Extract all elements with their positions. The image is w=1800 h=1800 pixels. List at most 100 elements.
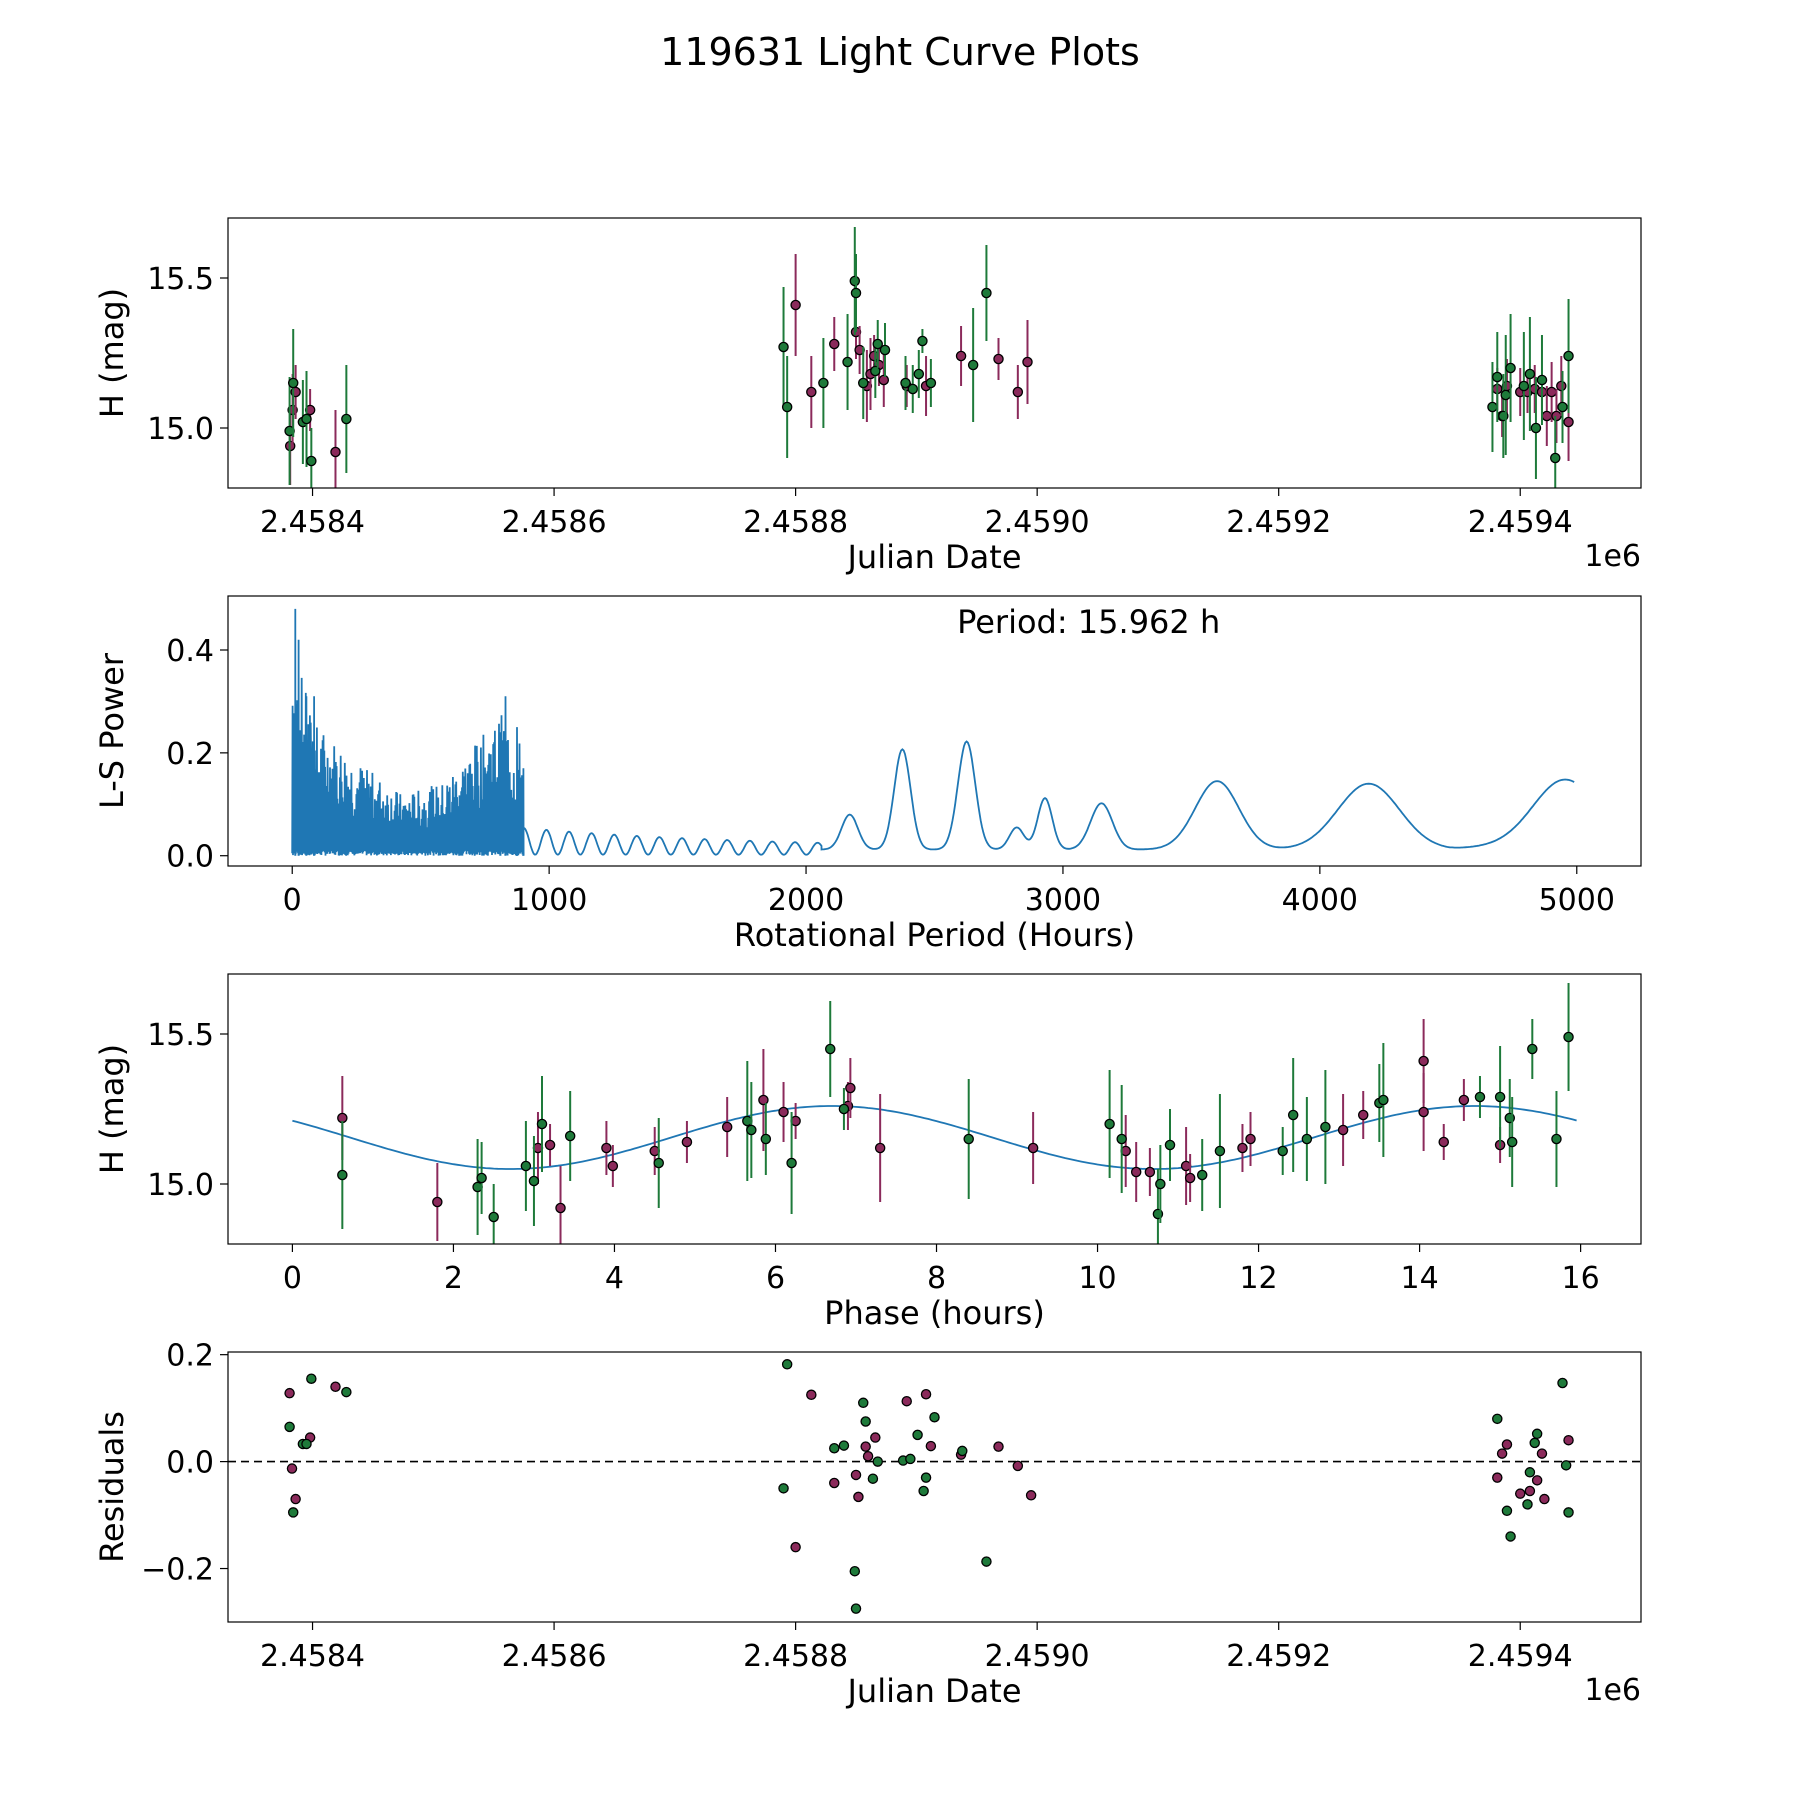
phase-point-green [760, 1133, 772, 1145]
res-point-red [330, 1381, 341, 1393]
res-axes-frame [227, 1351, 1642, 1623]
lc-point-green [1524, 368, 1536, 380]
lc-point-red [1556, 380, 1567, 392]
res-xtick-label: 2.4590 [985, 1639, 1090, 1674]
lc-point-red [1022, 356, 1033, 368]
lc-xtick-label: 2.4588 [743, 505, 848, 540]
res-point-green [860, 1416, 871, 1427]
phase-xtick-label: 8 [927, 1261, 946, 1296]
res-point-green [1529, 1437, 1540, 1449]
res-point-red [284, 1387, 295, 1399]
res-point-green [1505, 1531, 1516, 1542]
phase-point-red [1237, 1142, 1248, 1154]
phase-plot-area [292, 983, 1577, 1244]
res-point-green [1563, 1507, 1574, 1518]
res-point-green [284, 1421, 295, 1433]
res-point-green [1492, 1413, 1503, 1425]
lc-point-green [925, 377, 937, 389]
lc-point-green [879, 344, 891, 356]
res-point-red [806, 1389, 817, 1401]
lc-point-red [955, 350, 967, 362]
lc-xtick-label: 2.4584 [260, 505, 365, 540]
res-point-red [1025, 1490, 1037, 1501]
res-point-red [286, 1463, 298, 1474]
phase-point-green [520, 1160, 532, 1172]
res-point-green [920, 1472, 932, 1483]
res-point-green [849, 1565, 861, 1577]
res-xtick-label: 2.4588 [743, 1639, 848, 1674]
res-point-red [1524, 1485, 1536, 1497]
res-ylabel: Residuals [93, 1411, 131, 1563]
res-point-green [1531, 1428, 1543, 1440]
lc-point-green [1550, 452, 1561, 464]
phase-point-red [845, 1082, 856, 1094]
res-point-green [301, 1438, 312, 1450]
lc-xtick-label: 2.4592 [1226, 505, 1331, 540]
res-point-green [1524, 1467, 1536, 1478]
lc-xlabel: Julian Date [845, 538, 1021, 576]
res-offset-label: 1e6 [1584, 1673, 1641, 1708]
phase-axes-frame [227, 973, 1642, 1245]
res-point-red [1539, 1493, 1550, 1505]
ls-axes-frame [227, 595, 1642, 867]
figure-title: 119631 Light Curve Plots [660, 30, 1140, 74]
phase-point-green [838, 1103, 850, 1115]
lc-point-green [287, 377, 299, 389]
res-point-green [850, 1603, 862, 1614]
phase-point-red [1130, 1166, 1142, 1178]
phase-point-green [653, 1157, 664, 1169]
ls-xtick-label: 1000 [511, 883, 587, 918]
lc-xtick-label: 2.4594 [1468, 505, 1573, 540]
lc-point-red [330, 446, 341, 458]
lc-point-green [1563, 350, 1574, 362]
phase-point-green [1155, 1178, 1166, 1190]
lc-point-red [878, 374, 890, 386]
phase-point-red [1418, 1055, 1429, 1067]
phase-point-red [758, 1094, 769, 1106]
res-point-red [993, 1441, 1004, 1452]
phase-point-green [1214, 1145, 1226, 1157]
lc-point-red [1541, 410, 1553, 422]
lc-point-green [900, 377, 911, 389]
ls-xtick-label: 3000 [1025, 883, 1101, 918]
lc-point-green [870, 365, 881, 377]
res-point-green [857, 1397, 869, 1409]
lc-point-green [872, 338, 883, 350]
lc-point-green [1505, 362, 1516, 374]
lc-point-green [857, 377, 869, 389]
phase-point-green [1116, 1133, 1127, 1145]
phase-ytick-label: 15.5 [147, 1018, 214, 1053]
res-ytick-label: −0.2 [141, 1553, 214, 1588]
lc-point-green [1518, 380, 1530, 392]
lc-point-red [790, 299, 801, 311]
phase-point-green [536, 1118, 548, 1130]
phase-point-green [488, 1211, 499, 1223]
res-point-green [1557, 1377, 1568, 1389]
phase-xtick-label: 0 [283, 1261, 302, 1296]
ls-xtick-label: 0 [283, 883, 302, 918]
res-point-green [1522, 1499, 1533, 1510]
res-xlabel: Julian Date [845, 1672, 1021, 1710]
res-ytick-label: 0.2 [166, 1339, 214, 1374]
phase-point-green [1563, 1031, 1574, 1043]
phase-point-green [1301, 1133, 1313, 1145]
phase-point-red [1418, 1106, 1429, 1118]
phase-ylabel: H (mag) [93, 1044, 131, 1174]
phase-point-green [564, 1130, 576, 1142]
res-point-red [1514, 1488, 1526, 1499]
ls-xtick-label: 2000 [768, 883, 844, 918]
lc-point-green [1557, 401, 1568, 413]
lc-point-red [1551, 410, 1562, 422]
res-point-green [957, 1445, 968, 1457]
lc-point-green [1487, 401, 1498, 413]
lc-point-green [1530, 422, 1542, 434]
res-point-green [912, 1429, 923, 1441]
res-point-green [872, 1456, 883, 1467]
lc-point-green [778, 341, 789, 353]
phase-xtick-label: 10 [1078, 1261, 1116, 1296]
lc-point-green [781, 401, 793, 413]
phase-panel: 0 2 4 6 8 10 12 14 16 15.0 15.5 Phase (hours) H (mag… [93, 973, 1642, 1332]
ls-ytick-label: 0.2 [166, 737, 214, 772]
phase-point-green [1506, 1136, 1518, 1148]
